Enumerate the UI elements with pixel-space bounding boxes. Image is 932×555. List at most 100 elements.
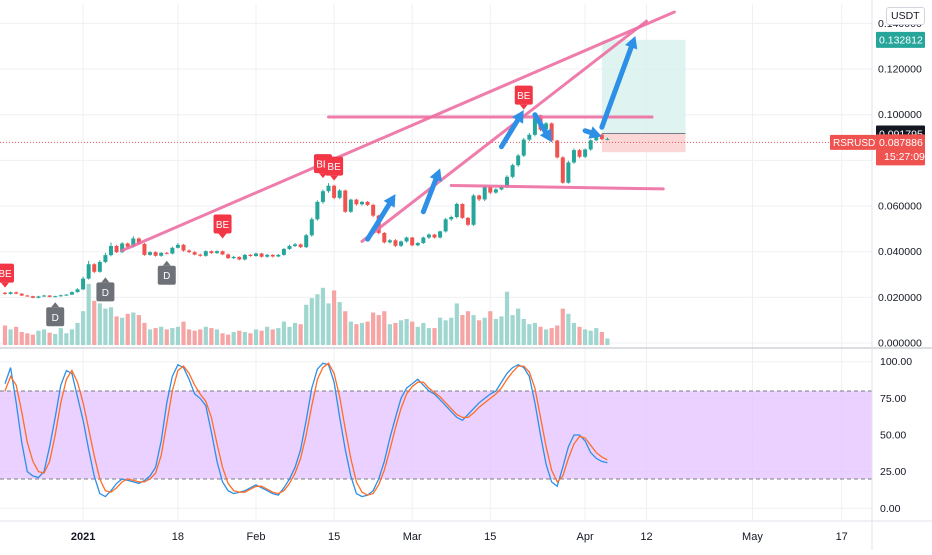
candle-body	[226, 254, 231, 259]
badge-label: BE	[316, 160, 330, 171]
be-badge: BE	[0, 263, 14, 288]
volume-bar	[477, 320, 482, 345]
volume-bar	[354, 324, 359, 345]
candle-body	[393, 240, 398, 246]
trendlines[interactable]	[120, 10, 676, 253]
volume-bar	[309, 298, 314, 345]
volume-bar	[387, 324, 392, 345]
oscillator-lines	[4, 362, 608, 498]
volume-bar	[460, 315, 465, 345]
volume-bar	[25, 333, 30, 345]
currency-button[interactable]: USDT	[886, 7, 925, 25]
badge-pointer	[519, 104, 528, 110]
position-tool[interactable]	[0, 39, 872, 153]
candle-body	[75, 289, 80, 293]
price-tick-label: 0.000000	[878, 338, 922, 350]
date-tick-label: Feb	[247, 531, 266, 543]
volume-bar	[220, 333, 225, 345]
candle-body	[516, 155, 521, 166]
volume-bar	[304, 304, 309, 345]
volume-bar	[153, 328, 158, 345]
volume-bar	[58, 328, 63, 345]
arrow-shaft	[599, 44, 634, 130]
volume-bar	[14, 326, 19, 345]
oscillator-band	[0, 390, 872, 480]
volume-bar	[337, 302, 342, 345]
candle-body	[471, 195, 476, 225]
volume-bar	[410, 321, 415, 345]
candle-body	[8, 292, 13, 294]
volume-bar	[471, 315, 476, 345]
badge-label: D	[163, 271, 170, 282]
volume-bar	[382, 311, 387, 345]
volume-bar	[237, 330, 242, 345]
badge-pointer	[330, 175, 339, 181]
volume-bar	[136, 315, 141, 345]
volume-bar	[527, 324, 532, 345]
candle-body	[175, 244, 180, 248]
volume-bar	[64, 333, 69, 345]
volume-bar	[437, 317, 443, 345]
volume-bar	[75, 322, 80, 345]
volume-bar	[499, 316, 504, 345]
candle-body	[192, 252, 197, 255]
volume-bar	[393, 322, 398, 345]
volume-bar	[170, 328, 175, 345]
volume-bar	[53, 333, 58, 345]
candle-body	[493, 189, 498, 193]
volume-bar	[555, 325, 560, 345]
candle-body	[544, 123, 549, 130]
volume-bar	[415, 326, 420, 345]
candle-body	[64, 294, 69, 296]
candle-body	[583, 149, 588, 157]
arrow-head	[588, 126, 602, 139]
volume-bar	[259, 330, 264, 345]
badge-pointer	[218, 233, 227, 239]
volume-bar	[8, 329, 13, 345]
candle-body	[449, 216, 454, 220]
volume-bar	[588, 330, 593, 345]
badge-label: BE	[0, 269, 12, 280]
trendline	[360, 19, 648, 243]
candle-body	[170, 247, 175, 254]
volume-bar	[583, 329, 588, 345]
arrows[interactable]	[365, 35, 638, 242]
date-tick-label: 15	[484, 531, 496, 543]
overbought-oversold-band	[0, 391, 872, 479]
candle-body	[532, 115, 537, 135]
candle-body	[454, 203, 459, 217]
badge-pointer	[101, 277, 110, 283]
candle-body	[438, 231, 443, 238]
volume-bar	[276, 328, 281, 345]
badge-box	[46, 307, 65, 327]
volume-bar	[359, 322, 365, 345]
price-tag-text: 0.132812	[879, 35, 923, 47]
candle-body	[382, 232, 387, 243]
volume-bar	[376, 315, 381, 345]
volume-bar	[181, 321, 186, 345]
candle-body	[14, 292, 19, 294]
volume-bar	[159, 326, 164, 345]
candle-body	[465, 217, 470, 225]
volume-bar	[426, 328, 432, 345]
be-badge: BE	[325, 156, 344, 181]
candle-body	[187, 250, 192, 253]
candle-body	[131, 238, 136, 247]
volume-bar	[421, 322, 426, 345]
volume-bar	[577, 326, 582, 345]
d-badge: D	[96, 277, 115, 302]
candle-body	[108, 245, 113, 256]
stoch-k-line	[4, 362, 608, 498]
badge-label: D	[102, 288, 109, 299]
volume-bar	[108, 307, 114, 345]
volume-bars	[2, 283, 610, 345]
volume-bar	[343, 311, 348, 345]
badge-label: D	[52, 313, 59, 324]
volume-bar	[543, 329, 549, 345]
arrow-shaft	[498, 117, 520, 150]
candle-body	[114, 245, 119, 253]
candle-body	[209, 251, 214, 254]
be-badge: BE	[514, 85, 533, 110]
candle-body	[488, 187, 493, 193]
